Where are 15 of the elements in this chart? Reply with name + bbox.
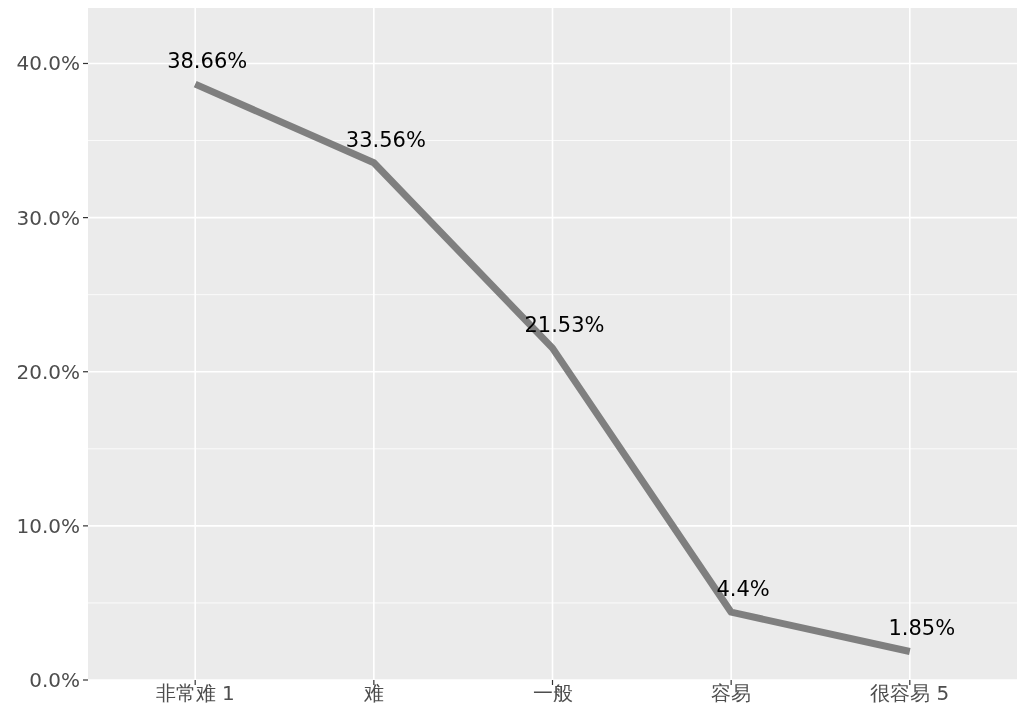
data-label: 38.66% [167, 49, 248, 74]
x-tick-label: 难 [362, 681, 384, 705]
x-tick-label: 一般 [532, 681, 573, 705]
x-tick-label: 容易 [711, 681, 752, 705]
data-label: 33.56% [345, 127, 426, 152]
y-tick-label: 10.0% [16, 513, 80, 538]
x-tick-label: 很容易 5 [870, 681, 950, 705]
x-tick-label: 非常难 1 [155, 681, 235, 705]
data-label: 1.85% [888, 616, 956, 641]
y-tick-label: 40.0% [16, 51, 80, 76]
y-tick-label: 0.0% [29, 668, 80, 692]
y-tick-label: 30.0% [16, 205, 80, 230]
y-tick-label: 20.0% [16, 359, 80, 384]
data-label: 21.53% [524, 313, 605, 338]
data-label: 4.4% [716, 577, 770, 602]
